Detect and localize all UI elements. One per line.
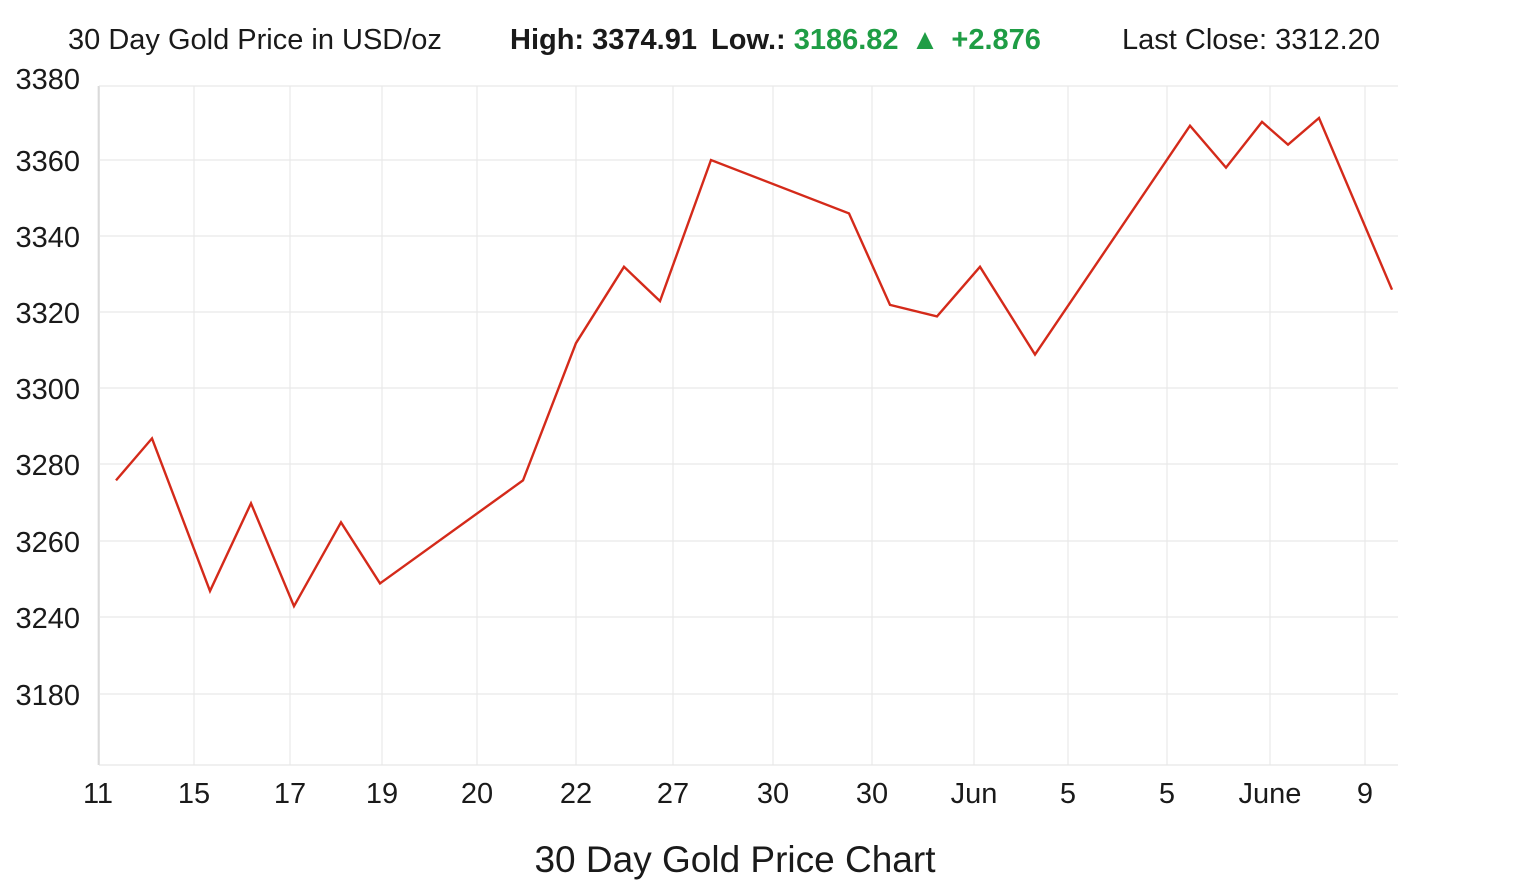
y-tick-label: 3300 [15, 374, 80, 406]
x-tick-label: 5 [1060, 778, 1076, 810]
x-tick-label: 11 [83, 778, 113, 810]
x-tick-label: 30 [856, 778, 888, 810]
x-tick-label: 27 [657, 778, 689, 810]
chart-title: 30 Day Gold Price Chart [0, 838, 1470, 882]
y-tick-label: 3360 [15, 146, 80, 178]
x-tick-label: June [1239, 778, 1302, 810]
y-tick-label: 3340 [15, 222, 80, 254]
y-tick-label: 3180 [15, 680, 80, 712]
x-tick-label: 9 [1357, 778, 1373, 810]
y-tick-label: 3240 [15, 603, 80, 635]
x-tick-label: 20 [461, 778, 493, 810]
price-series-line [116, 118, 1392, 606]
x-tick-label: Jun [951, 778, 998, 810]
y-tick-label: 3380 [15, 64, 80, 96]
x-tick-label: 22 [560, 778, 592, 810]
x-tick-label: 19 [366, 778, 398, 810]
y-tick-label: 3260 [15, 527, 80, 559]
x-tick-label: 15 [178, 778, 210, 810]
y-tick-label: 3320 [15, 298, 80, 330]
x-tick-label: 30 [757, 778, 789, 810]
x-tick-label: 17 [274, 778, 306, 810]
y-tick-label: 3280 [15, 450, 80, 482]
x-tick-label: 5 [1159, 778, 1175, 810]
